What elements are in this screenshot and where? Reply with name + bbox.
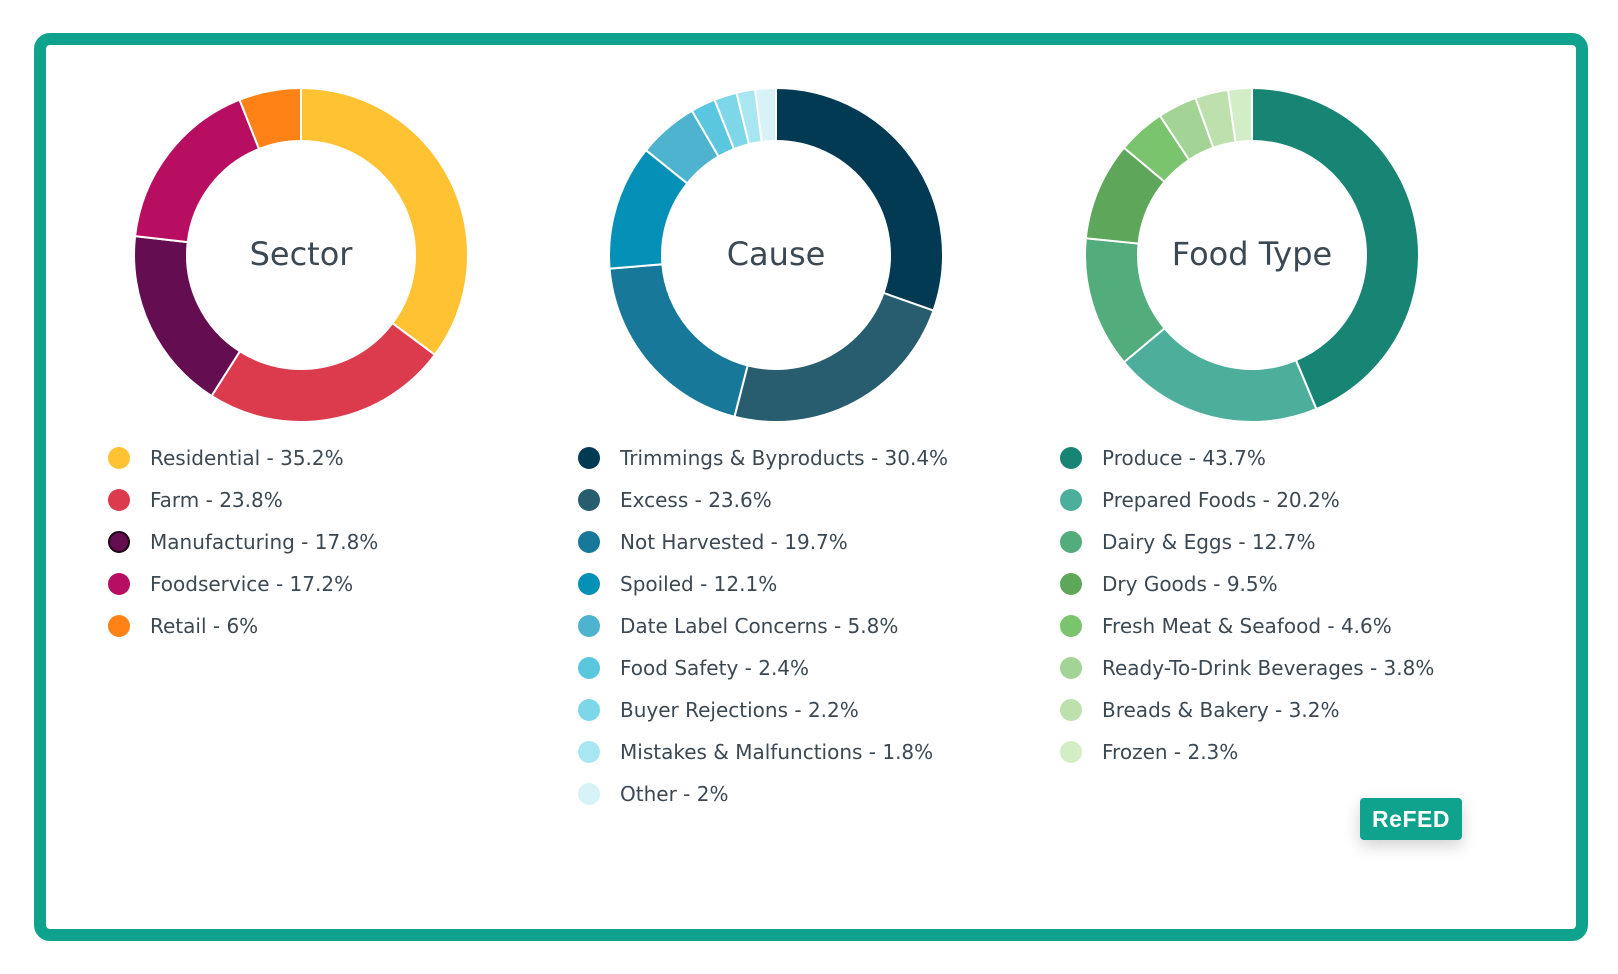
legend-swatch-breads-bakery — [1060, 699, 1082, 721]
legend-label-manufacturing: Manufacturing - 17.8% — [150, 530, 379, 554]
legend-label-dry-goods: Dry Goods - 9.5% — [1102, 572, 1278, 596]
legend-label-ready-to-drink-beverages: Ready-To-Drink Beverages - 3.8% — [1102, 656, 1435, 680]
legend-item-excess[interactable]: Excess - 23.6% — [578, 479, 948, 521]
legend-label-foodservice: Foodservice - 17.2% — [150, 572, 354, 596]
legend-swatch-not-harvested — [578, 531, 600, 553]
legend-item-retail[interactable]: Retail - 6% — [108, 605, 378, 647]
slice-residential[interactable] — [300, 86, 469, 357]
legend-label-breads-bakery: Breads & Bakery - 3.2% — [1102, 698, 1340, 722]
legend-swatch-farm — [108, 489, 130, 511]
legend-label-excess: Excess - 23.6% — [620, 488, 772, 512]
slice-foodservice[interactable] — [133, 98, 261, 244]
legend-item-other[interactable]: Other - 2% — [578, 773, 948, 815]
legend-item-fresh-meat-seafood[interactable]: Fresh Meat & Seafood - 4.6% — [1060, 605, 1434, 647]
cause-legend: Trimmings & Byproducts - 30.4% Excess - … — [578, 437, 948, 815]
legend-label-date-label-concerns: Date Label Concerns - 5.8% — [620, 614, 899, 638]
legend-label-prepared-foods: Prepared Foods - 20.2% — [1102, 488, 1340, 512]
legend-swatch-foodservice — [108, 573, 130, 595]
legend-label-other: Other - 2% — [620, 782, 729, 806]
food-type-panel: Food Type Produce - 43.7% Prepared Foods… — [1060, 45, 1530, 925]
legend-swatch-excess — [578, 489, 600, 511]
legend-swatch-trimmings-byproducts — [578, 447, 600, 469]
cause-donut-chart: Cause — [608, 86, 944, 423]
legend-swatch-spoiled — [578, 573, 600, 595]
legend-item-trimmings-byproducts[interactable]: Trimmings & Byproducts - 30.4% — [578, 437, 948, 479]
slice-produce[interactable] — [1251, 86, 1420, 411]
legend-item-manufacturing[interactable]: Manufacturing - 17.8% — [108, 521, 378, 563]
legend-item-spoiled[interactable]: Spoiled - 12.1% — [578, 563, 948, 605]
slice-not-harvested[interactable] — [608, 263, 749, 418]
sector-donut-chart: Sector — [133, 86, 469, 423]
legend-item-buyer-rejections[interactable]: Buyer Rejections - 2.2% — [578, 689, 948, 731]
legend-swatch-produce — [1060, 447, 1082, 469]
legend-item-dairy-eggs[interactable]: Dairy & Eggs - 12.7% — [1060, 521, 1434, 563]
legend-label-frozen: Frozen - 2.3% — [1102, 740, 1239, 764]
legend-item-breads-bakery[interactable]: Breads & Bakery - 3.2% — [1060, 689, 1434, 731]
refed-logo-badge[interactable]: ReFED — [1360, 798, 1462, 840]
legend-swatch-dry-goods — [1060, 573, 1082, 595]
legend-item-not-harvested[interactable]: Not Harvested - 19.7% — [578, 521, 948, 563]
legend-swatch-ready-to-drink-beverages — [1060, 657, 1082, 679]
legend-label-produce: Produce - 43.7% — [1102, 446, 1266, 470]
legend-item-dry-goods[interactable]: Dry Goods - 9.5% — [1060, 563, 1434, 605]
legend-swatch-dairy-eggs — [1060, 531, 1082, 553]
slice-trimmings-byproducts[interactable] — [775, 86, 944, 312]
food-type-legend: Produce - 43.7% Prepared Foods - 20.2% D… — [1060, 437, 1434, 773]
legend-item-food-safety[interactable]: Food Safety - 2.4% — [578, 647, 948, 689]
legend-item-residential[interactable]: Residential - 35.2% — [108, 437, 378, 479]
food-type-chart-title: Food Type — [1172, 235, 1332, 273]
legend-label-residential: Residential - 35.2% — [150, 446, 344, 470]
legend-label-farm: Farm - 23.8% — [150, 488, 283, 512]
legend-label-mistakes-malfunctions: Mistakes & Malfunctions - 1.8% — [620, 740, 934, 764]
cause-chart-title: Cause — [727, 235, 826, 273]
legend-swatch-prepared-foods — [1060, 489, 1082, 511]
legend-swatch-manufacturing — [108, 531, 130, 553]
legend-swatch-mistakes-malfunctions — [578, 741, 600, 763]
legend-swatch-buyer-rejections — [578, 699, 600, 721]
legend-swatch-food-safety — [578, 657, 600, 679]
legend-item-prepared-foods[interactable]: Prepared Foods - 20.2% — [1060, 479, 1434, 521]
legend-item-mistakes-malfunctions[interactable]: Mistakes & Malfunctions - 1.8% — [578, 731, 948, 773]
sector-panel: Sector Residential - 35.2% Farm - 23.8% … — [108, 45, 578, 925]
legend-swatch-other — [578, 783, 600, 805]
legend-swatch-date-label-concerns — [578, 615, 600, 637]
chart-frame: Sector Residential - 35.2% Farm - 23.8% … — [34, 33, 1588, 941]
slice-manufacturing[interactable] — [133, 235, 242, 398]
legend-swatch-residential — [108, 447, 130, 469]
legend-item-foodservice[interactable]: Foodservice - 17.2% — [108, 563, 378, 605]
slice-prepared-foods[interactable] — [1122, 326, 1318, 423]
food-type-donut-chart: Food Type — [1084, 86, 1420, 423]
slice-retail[interactable] — [238, 86, 302, 151]
slice-frozen[interactable] — [1226, 86, 1253, 144]
legend-swatch-frozen — [1060, 741, 1082, 763]
legend-label-dairy-eggs: Dairy & Eggs - 12.7% — [1102, 530, 1316, 554]
legend-label-food-safety: Food Safety - 2.4% — [620, 656, 810, 680]
legend-label-buyer-rejections: Buyer Rejections - 2.2% — [620, 698, 859, 722]
legend-label-spoiled: Spoiled - 12.1% — [620, 572, 778, 596]
slice-farm[interactable] — [210, 321, 437, 423]
cause-panel: Cause Trimmings & Byproducts - 30.4% Exc… — [578, 45, 1048, 925]
legend-label-retail: Retail - 6% — [150, 614, 259, 638]
slice-other[interactable] — [753, 86, 777, 144]
legend-item-ready-to-drink-beverages[interactable]: Ready-To-Drink Beverages - 3.8% — [1060, 647, 1434, 689]
sector-legend: Residential - 35.2% Farm - 23.8% Manufac… — [108, 437, 378, 647]
legend-label-fresh-meat-seafood: Fresh Meat & Seafood - 4.6% — [1102, 614, 1392, 638]
sector-chart-title: Sector — [250, 235, 354, 273]
slice-excess[interactable] — [733, 291, 935, 423]
legend-swatch-retail — [108, 615, 130, 637]
legend-item-produce[interactable]: Produce - 43.7% — [1060, 437, 1434, 479]
legend-item-farm[interactable]: Farm - 23.8% — [108, 479, 378, 521]
legend-item-date-label-concerns[interactable]: Date Label Concerns - 5.8% — [578, 605, 948, 647]
legend-label-not-harvested: Not Harvested - 19.7% — [620, 530, 848, 554]
legend-swatch-fresh-meat-seafood — [1060, 615, 1082, 637]
legend-label-trimmings-byproducts: Trimmings & Byproducts - 30.4% — [620, 446, 949, 470]
legend-item-frozen[interactable]: Frozen - 2.3% — [1060, 731, 1434, 773]
